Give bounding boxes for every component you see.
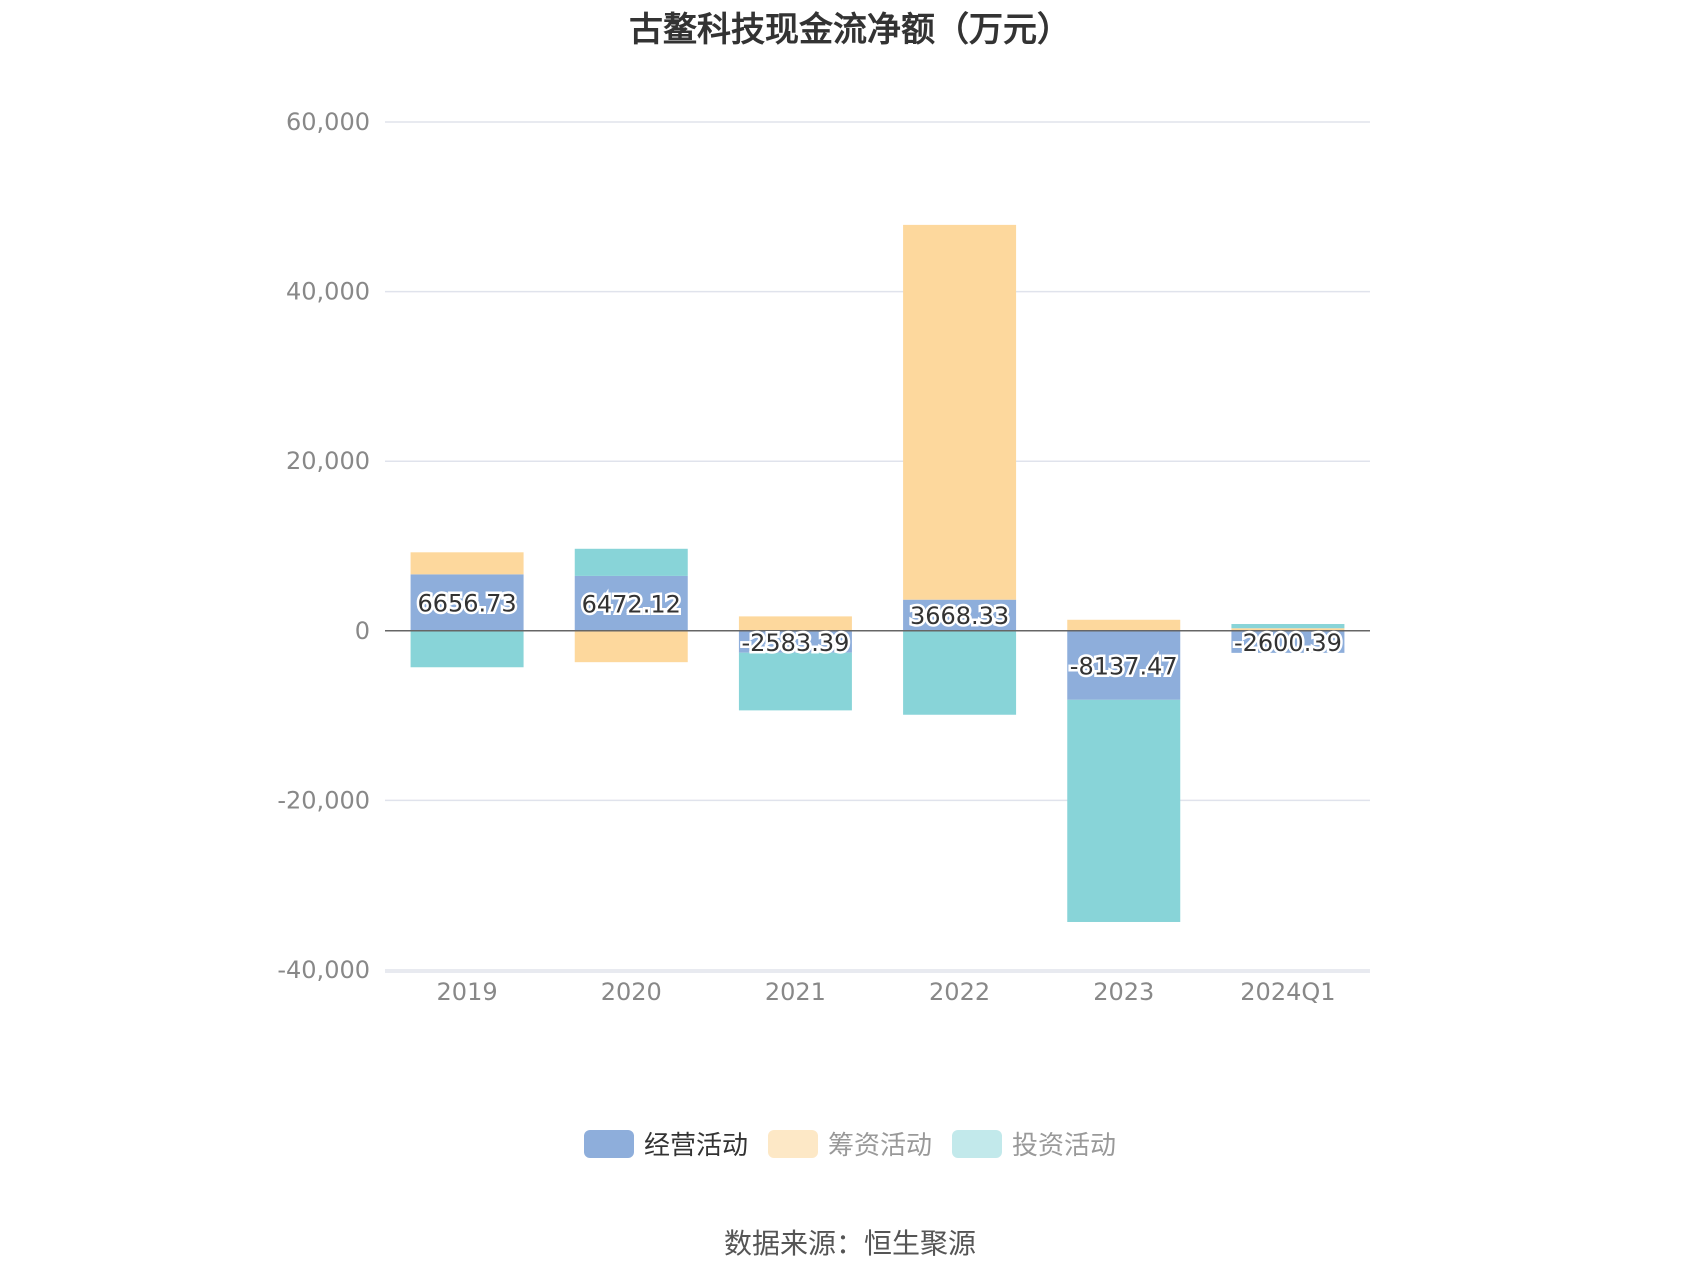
bar-segment[interactable] xyxy=(1231,624,1345,629)
chart-title: 古鳌科技现金流净额（万元） xyxy=(629,10,1071,50)
bar-segment[interactable] xyxy=(574,575,688,631)
bar-segment[interactable] xyxy=(738,652,852,711)
x-tick-label: 2023 xyxy=(1093,978,1154,1006)
legend-item-investing[interactable]: 投资活动 xyxy=(952,1125,1116,1162)
bar-data-label: 6472.12 xyxy=(582,590,681,618)
legend-item-operating[interactable]: 经营活动 xyxy=(583,1125,748,1162)
grid-layer xyxy=(385,121,1370,971)
legend: 经营活动 筹资活动 投资活动 xyxy=(0,1125,1700,1162)
bar-segment[interactable] xyxy=(903,630,1017,715)
y-tick-label: -40,000 xyxy=(277,956,370,984)
bar-data-label: -2600.39 xyxy=(1234,629,1342,657)
x-tick-label: 2022 xyxy=(929,978,990,1006)
legend-label-operating: 经营活动 xyxy=(643,1131,748,1161)
bar-segment[interactable] xyxy=(738,630,852,653)
bar-segment[interactable] xyxy=(1231,630,1345,653)
x-tick-label: 2024Q1 xyxy=(1240,978,1335,1006)
label-layer: 6656.73 6472.12 -2583.39 3668.33 -8137.47 -26… xyxy=(415,587,1344,683)
legend-swatch-investing xyxy=(952,1129,1002,1158)
bar-segment[interactable] xyxy=(1067,630,1181,700)
bar-data-label: 6656.73 xyxy=(417,590,516,618)
y-tick-label: 40,000 xyxy=(286,278,370,306)
bar-data-label: -8137.47 xyxy=(1070,652,1178,680)
x-tick-label: 2019 xyxy=(437,978,498,1006)
bar-segment[interactable] xyxy=(410,630,524,668)
bar-segment[interactable] xyxy=(738,616,852,631)
x-tick-label: 2021 xyxy=(765,978,826,1006)
bar-segment[interactable] xyxy=(903,224,1017,600)
bar-segment[interactable] xyxy=(1067,619,1181,631)
bar-segment[interactable] xyxy=(903,599,1017,631)
legend-label-investing: 投资活动 xyxy=(1012,1131,1117,1161)
legend-swatch-financing xyxy=(767,1129,818,1158)
bar-segment[interactable] xyxy=(1067,699,1181,922)
bar-segment[interactable] xyxy=(574,548,688,576)
y-tick-label: 60,000 xyxy=(286,108,370,136)
legend-item-financing[interactable]: 筹资活动 xyxy=(767,1125,932,1162)
x-tick-label: 2020 xyxy=(601,978,662,1006)
bar-segment[interactable] xyxy=(1231,628,1345,631)
bar-segment[interactable] xyxy=(410,574,524,631)
axis-layer: 60,000 40,000 20,000 0 -20,000 -40,000 2019 202… xyxy=(277,108,1370,1006)
legend-swatch-operating xyxy=(583,1129,634,1158)
bar-data-label: -2583.39 xyxy=(741,629,849,657)
y-tick-label: 0 xyxy=(355,617,370,645)
legend-label-financing: 筹资活动 xyxy=(827,1131,932,1161)
bar-layer xyxy=(410,224,1345,922)
bar-segment[interactable] xyxy=(574,630,688,663)
y-tick-label: -20,000 xyxy=(277,786,370,814)
bar-segment[interactable] xyxy=(410,552,524,575)
bar-data-label: 3668.33 xyxy=(910,602,1009,630)
data-source: 数据来源：恒生聚源 xyxy=(723,1227,976,1260)
y-tick-label: 20,000 xyxy=(286,447,370,475)
